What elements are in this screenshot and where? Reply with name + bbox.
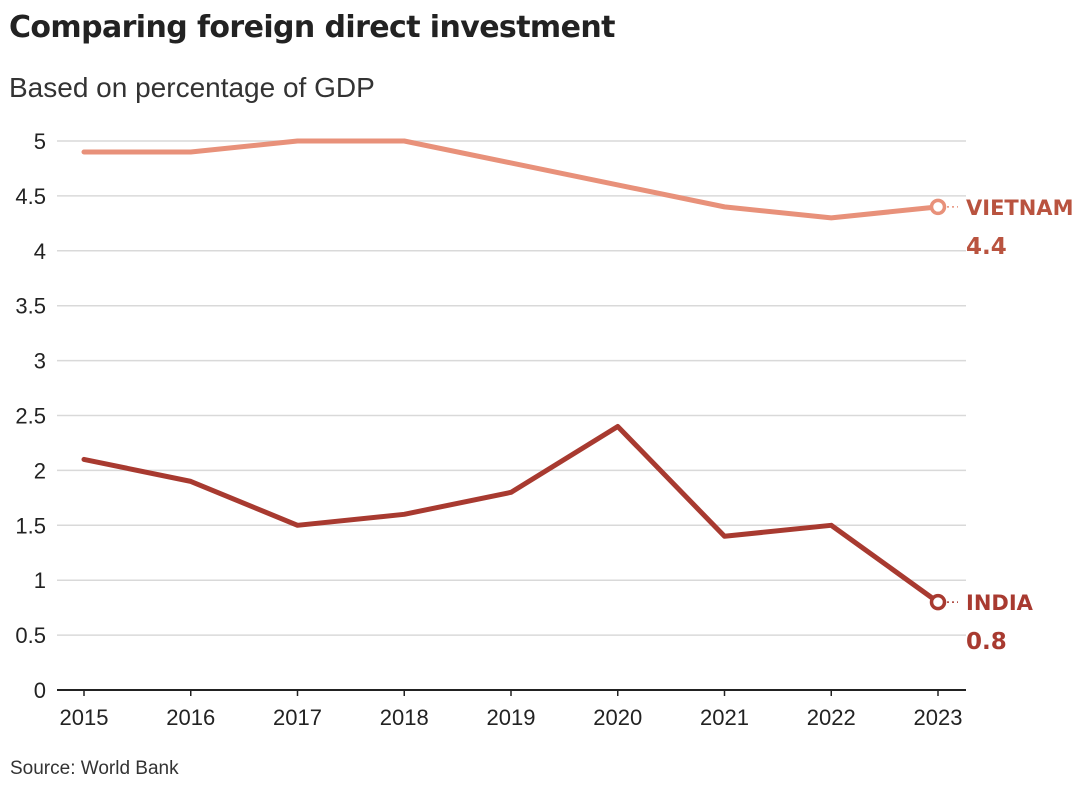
- end-marker-india: [929, 593, 947, 611]
- x-tick-label: 2017: [273, 705, 322, 730]
- series-lines: [81, 138, 941, 605]
- x-tick-label: 2016: [166, 705, 215, 730]
- y-tick-label: 5: [34, 129, 46, 154]
- gridlines: [57, 140, 966, 636]
- x-tick-label: 2015: [60, 705, 109, 730]
- y-tick-label: 0.5: [15, 623, 46, 648]
- series-line-vietnam: [81, 138, 941, 221]
- source-note: Source: World Bank: [10, 758, 179, 779]
- x-tick-label: 2018: [380, 705, 429, 730]
- y-tick-label: 1.5: [15, 513, 46, 538]
- y-tick-label: 2.5: [15, 404, 46, 429]
- series-line-india: [81, 423, 941, 605]
- x-tick-label: 2021: [700, 705, 749, 730]
- x-tick-label: 2023: [914, 705, 963, 730]
- chart-title: Comparing foreign direct investment: [9, 10, 615, 45]
- series-name-india: INDIA: [966, 591, 1034, 615]
- series-end-value-vietnam: 4.4: [966, 234, 1007, 260]
- end-markers: [929, 198, 958, 611]
- y-tick-label: 3.5: [15, 294, 46, 319]
- y-tick-label: 1: [34, 568, 46, 593]
- y-axis-ticks: 0 0.5 1 1.5 2 2.5 3 3.5 4 4.5 5: [15, 129, 46, 703]
- y-tick-label: 0: [34, 678, 46, 703]
- x-tick-label: 2020: [593, 705, 642, 730]
- series-name-vietnam: VIETNAM: [966, 196, 1073, 220]
- y-tick-label: 3: [34, 349, 46, 374]
- series-end-labels: VIETNAM 4.4 INDIA 0.8: [966, 196, 1073, 655]
- x-tick-label: 2019: [487, 705, 536, 730]
- y-tick-label: 4: [34, 239, 46, 264]
- series-end-value-india: 0.8: [966, 629, 1007, 655]
- x-axis-ticks: 2015 2016 2017 2018 2019 2020 2021 2022 2023: [60, 690, 963, 730]
- y-tick-label: 2: [34, 458, 46, 483]
- chart-subtitle: Based on percentage of GDP: [9, 72, 375, 103]
- x-tick-label: 2022: [807, 705, 856, 730]
- end-marker-vietnam: [929, 198, 947, 216]
- y-tick-label: 4.5: [15, 184, 46, 209]
